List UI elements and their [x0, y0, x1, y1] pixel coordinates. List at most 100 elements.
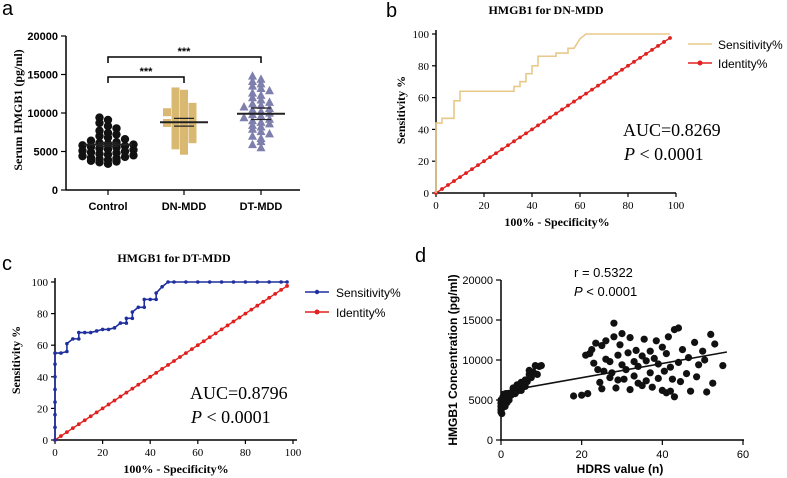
- panel-d-fit: [500, 351, 728, 393]
- control-dot: [120, 134, 130, 144]
- data-point: [652, 337, 660, 345]
- dn-mdd-square: [171, 131, 180, 140]
- identity-point: [542, 119, 546, 124]
- sensitivity-point: [130, 310, 135, 314]
- identity-point: [590, 87, 594, 92]
- data-point: [686, 387, 695, 395]
- sig-bracket-dn: [107, 76, 185, 83]
- identity-point: [440, 187, 444, 191]
- data-point: [642, 357, 650, 365]
- control-dot: [112, 130, 121, 139]
- y-tick-label: 80: [37, 309, 49, 321]
- identity-point: [189, 347, 194, 352]
- dn-mdd-square: [180, 106, 188, 115]
- dn-mdd-square: [180, 89, 188, 98]
- data-point: [709, 379, 717, 387]
- x-tick-label: 80: [240, 447, 252, 459]
- data-point: [658, 343, 666, 351]
- dt-mdd-triangle: [265, 118, 274, 128]
- category-label: DT-MDD: [240, 201, 283, 213]
- data-point: [606, 358, 614, 366]
- y-tick-label: 5000: [469, 395, 493, 407]
- p-rest: < 0.0001: [583, 284, 638, 299]
- sensitivity-point: [124, 316, 129, 321]
- data-point: [691, 338, 699, 346]
- identity-point: [154, 370, 159, 375]
- identity-point: [518, 135, 522, 140]
- dt-mdd-triangle: [248, 98, 257, 108]
- identity-point: [446, 183, 450, 187]
- dt-mdd-triangle: [265, 114, 274, 123]
- control-dot: [78, 141, 87, 150]
- panel-a: a Serum HMGB1 (pg/ml) 0 5000 10000 15000 200…: [2, 0, 300, 213]
- data-point: [624, 349, 632, 357]
- panel-b-legend: Sensitivity% Identity%: [688, 38, 783, 71]
- sensitivity-point: [243, 280, 248, 284]
- identity-point: [464, 171, 468, 176]
- sensitivity-point: [53, 351, 57, 355]
- sig-label-dt: ***: [178, 46, 192, 58]
- data-point: [674, 324, 683, 332]
- data-point: [695, 361, 703, 369]
- x-tick-label: 60: [575, 200, 587, 212]
- identity-point: [608, 75, 612, 80]
- data-point: [570, 392, 578, 400]
- y-tick-label: 0: [424, 188, 430, 200]
- y-tick-label: 20000: [462, 275, 493, 287]
- dn-mdd-square: [180, 100, 188, 109]
- identity-point: [488, 155, 492, 160]
- sensitivity-point: [154, 291, 158, 295]
- data-point: [616, 341, 624, 349]
- dn-mdd-square: [171, 111, 180, 120]
- sensitivity-point: [53, 412, 57, 417]
- y-tick-label: 20: [37, 403, 49, 415]
- identity-point: [261, 299, 266, 304]
- panel-b-xlabel: 100% - Specificity%: [504, 215, 609, 229]
- x-tick-label: 100: [668, 200, 685, 212]
- data-point: [612, 384, 620, 392]
- dt-mdd-triangle: [256, 111, 266, 120]
- identity-point: [572, 99, 576, 104]
- panel-c-pvalue: P < 0.0001: [190, 407, 271, 427]
- data-point: [610, 319, 618, 327]
- panel-a-significance: *** ***: [107, 46, 262, 83]
- data-point: [610, 333, 618, 341]
- sensitivity-point: [196, 280, 200, 284]
- y-tick-label: 20: [418, 156, 430, 168]
- panel-a-y-ticks: 0 5000 10000 15000 20000: [27, 31, 66, 197]
- identity-point: [470, 167, 474, 172]
- sensitivity-point: [279, 280, 283, 284]
- data-point: [654, 374, 662, 382]
- identity-point: [500, 147, 504, 152]
- data-point: [632, 346, 640, 354]
- panel-a-dots: [78, 71, 274, 169]
- panel-d: d HMGB1 Concentration (pg/ml) HDRS value…: [415, 245, 749, 476]
- sensitivity-point: [160, 284, 164, 289]
- panel-a-categories: Control DN-MDD DT-MDD: [88, 190, 282, 213]
- data-point: [711, 340, 719, 348]
- x-tick-label: 40: [145, 447, 157, 459]
- control-dot: [129, 140, 138, 149]
- sensitivity-point: [255, 280, 260, 284]
- data-point: [664, 333, 672, 341]
- identity-point: [279, 288, 283, 292]
- dt-mdd-triangle: [256, 78, 266, 88]
- identity-point: [584, 91, 588, 96]
- sensitivity-point: [53, 387, 57, 392]
- panel-c-ticks: 00 20 20 40 40 60 60 80 80 100 100: [32, 277, 302, 459]
- identity-point: [536, 123, 540, 128]
- identity-point: [65, 430, 69, 434]
- sensitivity-point: [172, 280, 176, 284]
- identity-point: [638, 55, 642, 60]
- identity-line: [435, 37, 671, 194]
- identity-point: [195, 343, 200, 348]
- y-tick-label: 0: [487, 435, 493, 447]
- sensitivity-point: [219, 280, 224, 284]
- panel-d-xlabel: HDRS value (n): [577, 462, 664, 476]
- y-tick-label: 0: [43, 435, 49, 447]
- x-tick-label: 0: [52, 447, 58, 459]
- identity-point: [207, 335, 212, 340]
- identity-point: [512, 139, 516, 144]
- identity-point: [626, 63, 630, 68]
- dn-mdd-square: [171, 105, 180, 114]
